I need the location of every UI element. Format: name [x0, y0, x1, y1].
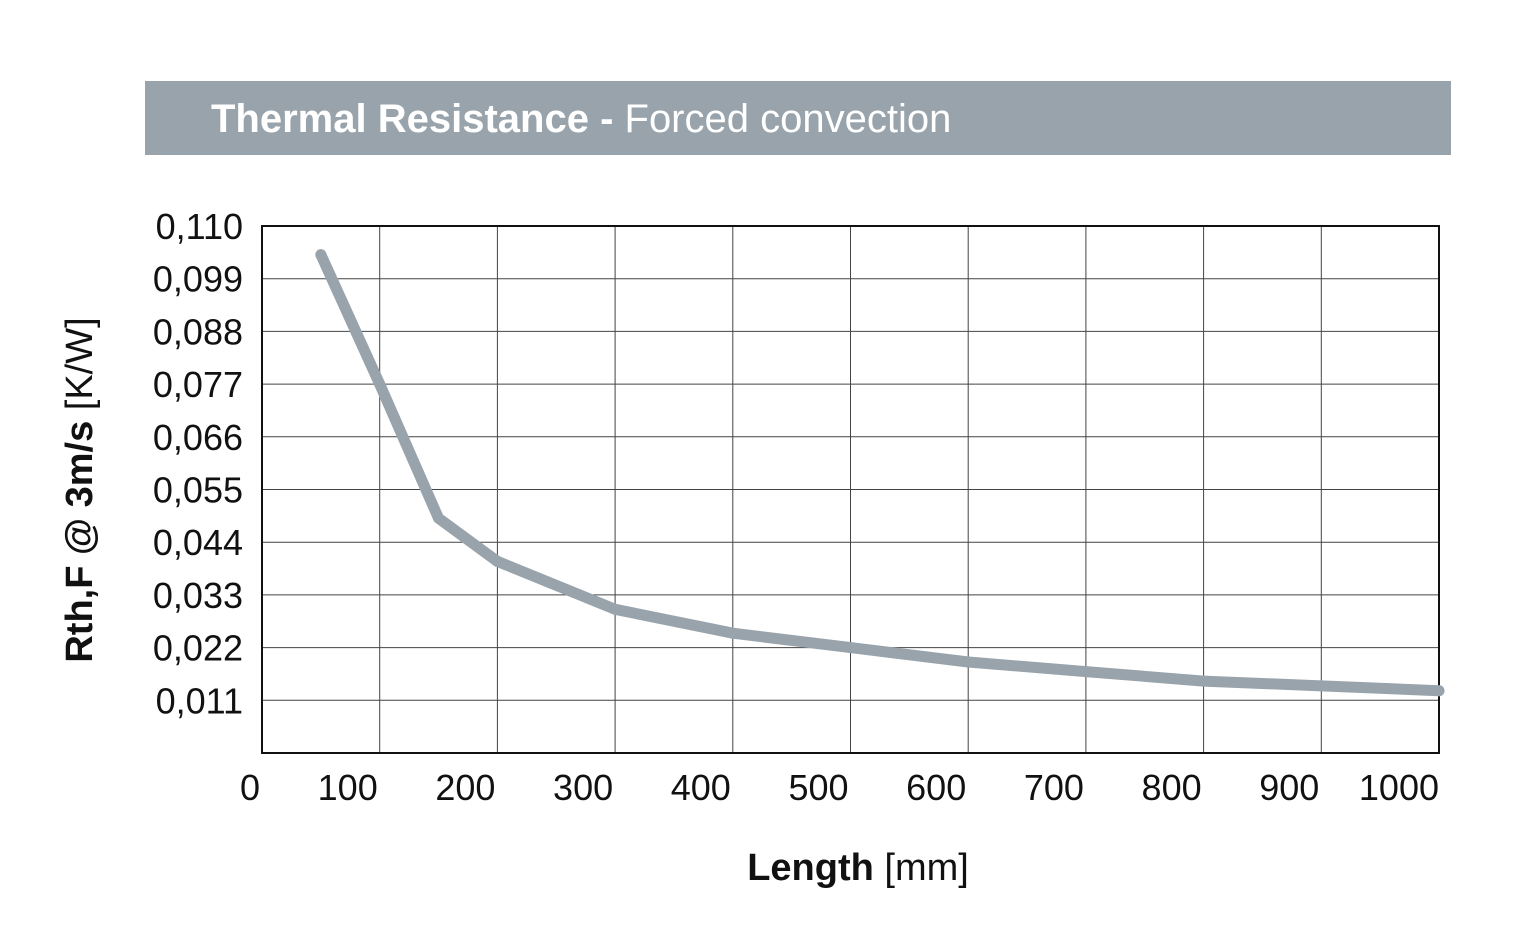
x-tick-labels: 0 100 200 300 400 500 600 700 800 900 1000 [240, 767, 1439, 808]
y-tick-label: 0,088 [153, 311, 243, 352]
y-axis-title: Rth,F @ 3m/s [K/W] [59, 317, 101, 662]
grid-lines [262, 226, 1439, 753]
chart-title-rest: Forced convection [613, 97, 952, 141]
chart-title: Thermal Resistance - Forced convection [211, 81, 951, 155]
data-point [609, 603, 621, 615]
x-tick-label: 600 [906, 767, 966, 808]
x-tick-label: 1000 [1359, 767, 1439, 808]
y-tick-labels: 0,011 0,022 0,033 0,044 0,055 0,066 0,077 0,088… [153, 206, 243, 721]
x-tick-label: 500 [788, 767, 848, 808]
data-point [962, 656, 974, 668]
data-point [727, 627, 739, 639]
plot-frame [261, 225, 1440, 754]
y-tick-label: 0,110 [156, 206, 243, 247]
x-tick-label: 300 [553, 767, 613, 808]
data-points [315, 249, 1445, 697]
series-line-rth [315, 249, 1445, 697]
chart-title-bold: Thermal Resistance - [211, 97, 614, 141]
x-tick-label: 900 [1259, 767, 1319, 808]
title-banner: Thermal Resistance - Forced convection [145, 81, 1451, 155]
x-axis-title-unit: [mm] [874, 847, 969, 889]
x-tick-label: 400 [671, 767, 731, 808]
data-point [1080, 666, 1092, 678]
y-tick-label: 0,055 [153, 470, 243, 511]
y-axis-title-bold: Rth,F @ 3m/s [59, 421, 101, 663]
y-tick-label: 0,044 [153, 522, 243, 563]
data-point [1315, 680, 1327, 692]
y-tick-label: 0,033 [153, 575, 243, 616]
x-tick-label: 200 [435, 767, 495, 808]
data-point [433, 512, 445, 524]
y-tick-label: 0,066 [153, 417, 243, 458]
x-axis-title-bold: Length [747, 847, 874, 889]
y-tick-label: 0,077 [153, 364, 243, 405]
y-tick-label: 0,099 [153, 259, 243, 300]
y-tick-label: 0,011 [156, 680, 243, 721]
data-point [491, 555, 503, 567]
data-point [1198, 675, 1210, 687]
data-point [374, 378, 386, 390]
y-tick-label: 0,022 [153, 628, 243, 669]
data-point [845, 642, 856, 654]
x-tick-label: 800 [1142, 767, 1202, 808]
data-point [315, 249, 327, 261]
x-tick-label: 100 [318, 767, 378, 808]
data-point [1433, 685, 1445, 697]
y-axis-title-unit: [K/W] [59, 317, 101, 420]
x-tick-label: 700 [1024, 767, 1084, 808]
x-axis-title: Length [mm] [747, 847, 969, 889]
x-tick-label: 0 [240, 767, 260, 808]
